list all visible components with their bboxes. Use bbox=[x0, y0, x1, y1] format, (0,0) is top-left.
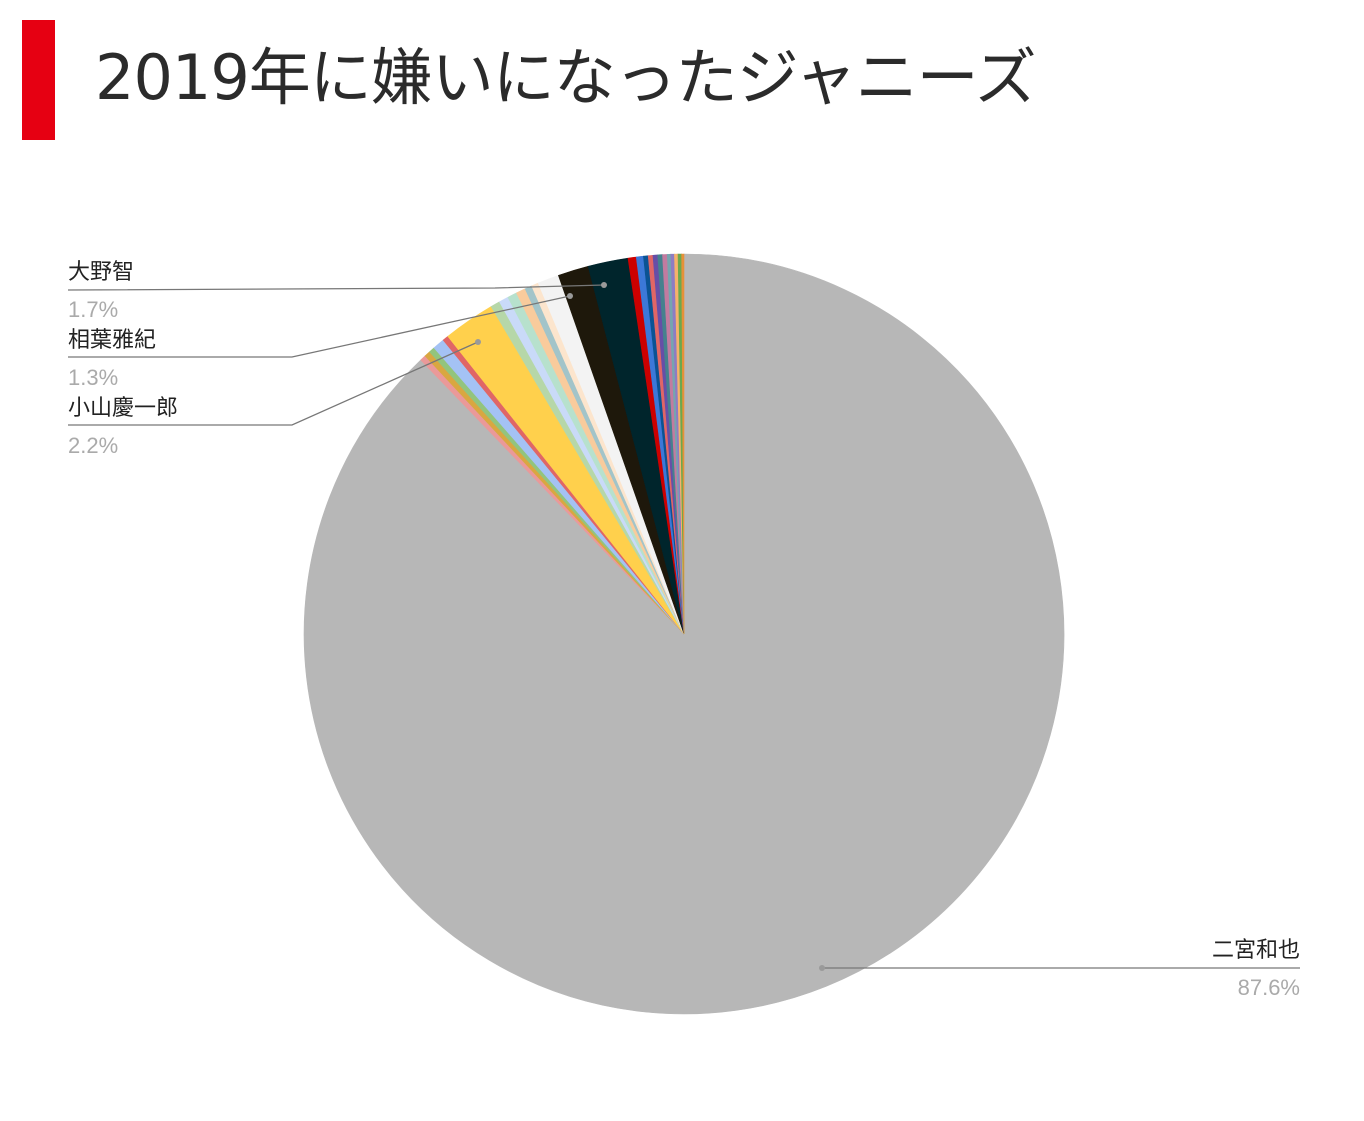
ohno-label-name: 大野智 bbox=[68, 260, 134, 285]
aiba-leader-dot bbox=[567, 293, 573, 299]
koyama-label-name: 小山慶一郎 bbox=[68, 396, 178, 421]
chart-title: 2019年に嫌いになったジャニーズ bbox=[95, 41, 1037, 114]
leader-lines bbox=[67, 282, 1300, 971]
ohno-leader-dot bbox=[601, 282, 607, 288]
ninomiya-leader-dot bbox=[819, 965, 825, 971]
slice-minor-27 bbox=[681, 253, 685, 635]
ohno-leader-line bbox=[67, 284, 605, 291]
slice-labels: 大野智 1.7% 相葉雅紀 1.3% 小山慶一郎 2.2% 二宮和也 87.6% bbox=[68, 260, 1300, 1000]
ninomiya-label-name: 二宮和也 bbox=[1212, 938, 1300, 963]
ohno-label-value: 1.7% bbox=[68, 297, 118, 322]
koyama-label-value: 2.2% bbox=[68, 433, 118, 458]
pie-slices bbox=[303, 253, 1065, 1015]
aiba-label-name: 相葉雅紀 bbox=[68, 328, 156, 353]
koyama-leader-dot bbox=[475, 339, 481, 345]
aiba-leader-line bbox=[68, 295, 571, 358]
koyama-leader-line bbox=[68, 341, 479, 426]
aiba-label-value: 1.3% bbox=[68, 365, 118, 390]
title-accent-bar bbox=[22, 20, 55, 140]
ninomiya-label-value: 87.6% bbox=[1238, 975, 1300, 1000]
